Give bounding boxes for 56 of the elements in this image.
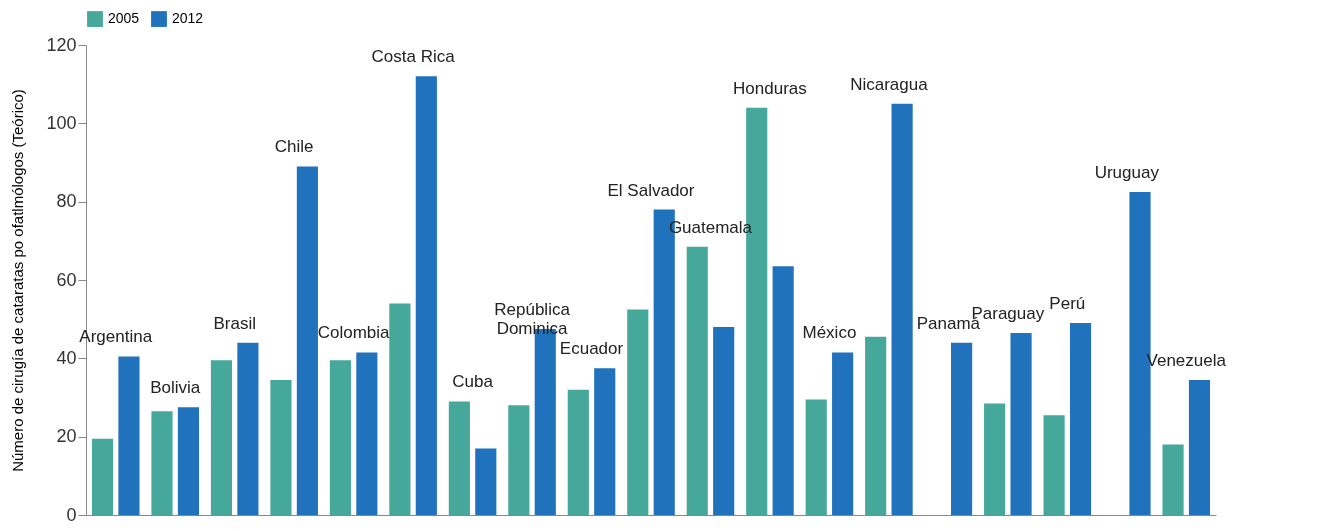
bar bbox=[772, 266, 794, 515]
bar bbox=[1043, 415, 1065, 515]
bar bbox=[594, 368, 616, 515]
bar bbox=[356, 352, 378, 515]
y-tick-label: 40 bbox=[56, 347, 77, 368]
bar bbox=[805, 399, 827, 515]
bar bbox=[865, 336, 887, 515]
bar bbox=[951, 342, 973, 515]
y-tick-label: 80 bbox=[56, 191, 77, 212]
legend-label: 2005 bbox=[108, 10, 140, 27]
bar bbox=[1162, 444, 1184, 515]
bar bbox=[91, 438, 114, 515]
bar bbox=[177, 407, 199, 515]
bar bbox=[296, 166, 318, 515]
y-tick-label: 120 bbox=[46, 34, 77, 55]
bar bbox=[151, 411, 173, 515]
bar bbox=[713, 327, 735, 515]
bar bbox=[1188, 379, 1211, 515]
x-tick-label: México bbox=[802, 323, 857, 343]
x-tick-label: Chile bbox=[274, 137, 314, 157]
bar bbox=[567, 389, 589, 515]
y-tick-label: 20 bbox=[56, 426, 77, 447]
bar bbox=[448, 401, 470, 515]
bar bbox=[832, 352, 854, 515]
x-tick-label: República Dominica bbox=[494, 299, 571, 338]
y-axis-title: Número de cirugía de cataratas po ofatlmólogos (Teórico) bbox=[9, 89, 27, 472]
bar bbox=[270, 379, 292, 515]
bar bbox=[389, 303, 411, 515]
bar bbox=[891, 103, 913, 515]
y-tick-label: 0 bbox=[66, 504, 77, 525]
bar bbox=[329, 360, 351, 515]
bar bbox=[984, 403, 1006, 515]
x-tick-label: El Salvador bbox=[607, 180, 695, 200]
x-tick-label: Bolivia bbox=[150, 378, 201, 398]
bar bbox=[237, 342, 259, 515]
bar bbox=[508, 405, 530, 515]
x-tick-label: Ecuador bbox=[559, 339, 624, 359]
bar bbox=[475, 448, 497, 515]
x-tick-label: Brasil bbox=[213, 313, 256, 333]
y-tick-label: 100 bbox=[46, 112, 77, 133]
bar bbox=[1069, 323, 1092, 515]
x-tick-label: Argentina bbox=[79, 327, 153, 347]
bar bbox=[415, 76, 437, 515]
legend-label: 2012 bbox=[172, 10, 204, 27]
y-tick-label: 60 bbox=[56, 269, 77, 290]
x-tick-label: Costa Rica bbox=[371, 47, 456, 67]
x-tick-label: Uruguay bbox=[1094, 162, 1160, 182]
x-tick-label: Cuba bbox=[452, 372, 494, 392]
bar bbox=[210, 360, 233, 515]
x-tick-label: Honduras bbox=[733, 78, 807, 98]
bar bbox=[118, 356, 140, 515]
x-tick-label: Perú bbox=[1049, 294, 1086, 314]
bar bbox=[627, 309, 649, 515]
bar bbox=[686, 246, 708, 515]
bar bbox=[1010, 332, 1032, 515]
x-tick-label: Nicaragua bbox=[850, 74, 929, 94]
